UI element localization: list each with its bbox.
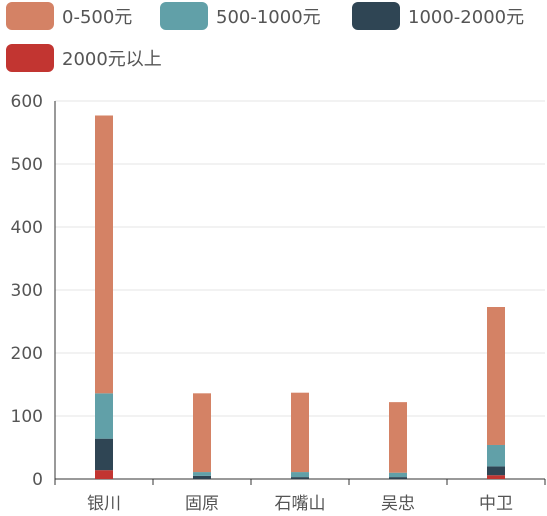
bar-0-series-0 (95, 470, 113, 479)
legend-item-0-500[interactable]: 0-500元 (6, 2, 132, 30)
legend-swatch-500-1000 (160, 2, 208, 30)
x-tick-label-0: 银川 (87, 494, 121, 514)
y-tick-label-300: 300 (11, 281, 43, 301)
chart-legend: 0-500元 500-1000元 1000-2000元 2000元以上 (0, 0, 547, 80)
x-tick-label-1: 固原 (185, 494, 219, 514)
x-tick-label-4: 中卫 (479, 494, 513, 514)
bar-2-series-1 (291, 477, 309, 479)
legend-label-0-500: 0-500元 (62, 7, 133, 28)
bar-3-series-2 (389, 472, 407, 478)
bar-3-series-3 (389, 402, 407, 473)
x-tick-label-3: 吴忠 (381, 494, 415, 514)
bar-4-series-2 (487, 444, 505, 467)
y-tick-label-100: 100 (11, 407, 43, 427)
legend-item-2000-plus[interactable]: 2000元以上 (6, 44, 162, 72)
legend-item-1000-2000[interactable]: 1000-2000元 (352, 2, 524, 30)
bar-4-series-0 (487, 475, 505, 479)
legend-item-500-1000[interactable]: 500-1000元 (160, 2, 321, 30)
legend-swatch-0-500 (6, 2, 54, 30)
bar-4-series-3 (487, 307, 505, 445)
bar-2-series-2 (291, 472, 309, 478)
y-tick-label-500: 500 (11, 155, 43, 175)
bar-0-series-2 (95, 393, 113, 439)
y-tick-label-0: 0 (32, 470, 43, 490)
bar-4-series-1 (487, 466, 505, 476)
bar-1-series-2 (193, 472, 211, 476)
legend-swatch-2000-plus (6, 44, 54, 72)
legend-label-1000-2000: 1000-2000元 (408, 7, 525, 28)
bar-1-series-1 (193, 475, 211, 479)
bar-2-series-3 (291, 392, 309, 473)
legend-label-500-1000: 500-1000元 (216, 7, 321, 28)
bar-1-series-3 (193, 393, 211, 473)
y-tick-label-400: 400 (11, 218, 43, 238)
bar-0-series-1 (95, 438, 113, 471)
bar-0-series-3 (95, 115, 113, 394)
y-tick-label-600: 600 (11, 92, 43, 112)
y-tick-label-200: 200 (11, 344, 43, 364)
legend-swatch-1000-2000 (352, 2, 400, 30)
bar-3-series-1 (389, 477, 407, 479)
x-tick-label-2: 石嘴山 (275, 494, 326, 514)
legend-label-2000-plus: 2000元以上 (62, 49, 162, 70)
